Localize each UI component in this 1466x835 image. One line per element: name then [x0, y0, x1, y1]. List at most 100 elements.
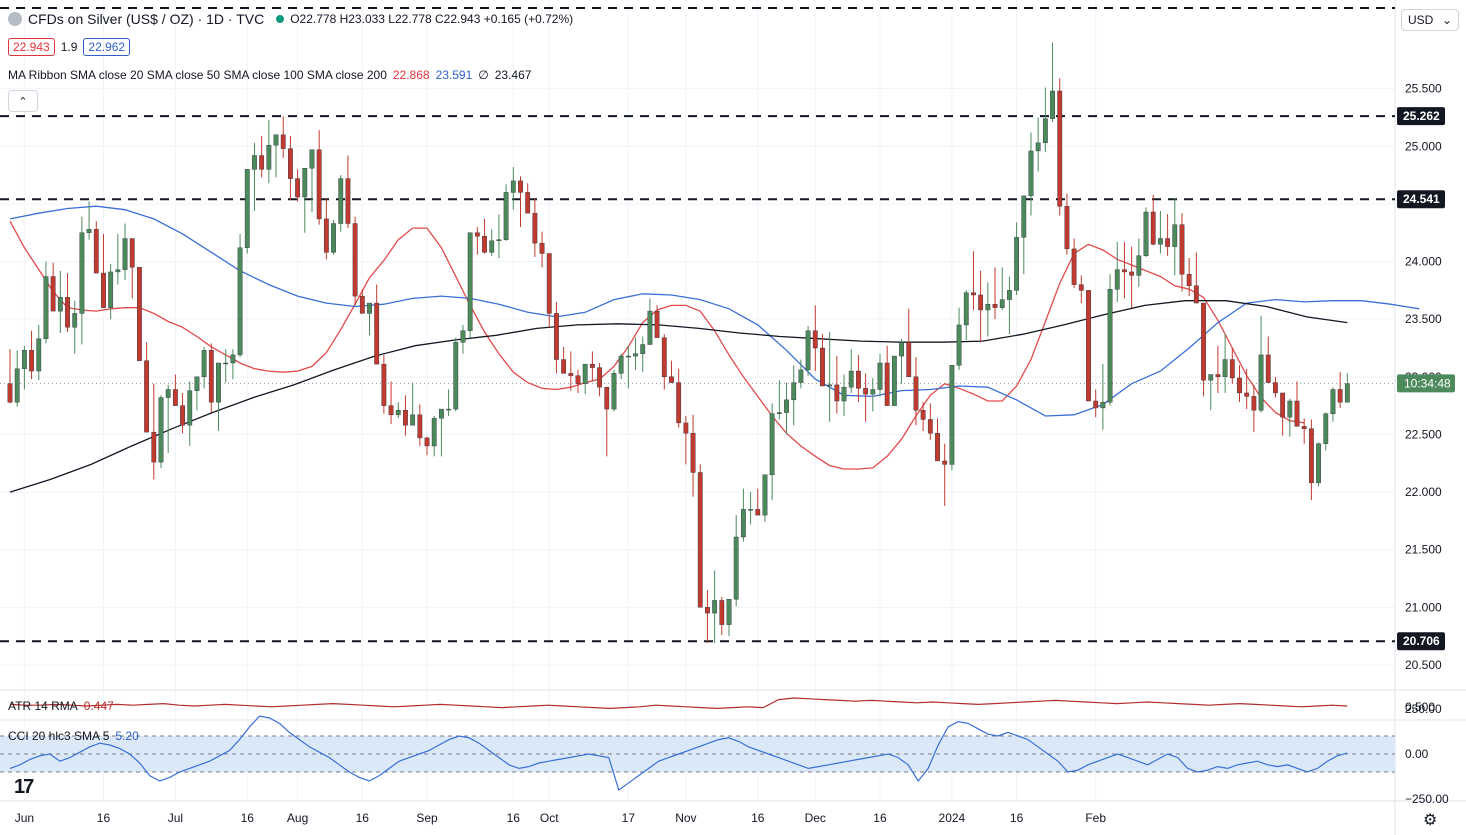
- candle-body: [683, 422, 689, 434]
- candle-body: [1237, 377, 1242, 394]
- time-axis-label: Sep: [416, 811, 438, 825]
- time-axis-label: Jul: [168, 811, 183, 825]
- candle-body: [1014, 237, 1020, 291]
- cci-legend[interactable]: CCI 20 hlc3 SMA 5 5.20: [8, 729, 139, 743]
- candle-body: [244, 169, 250, 248]
- candle-body: [345, 178, 351, 224]
- candle-body: [187, 390, 193, 426]
- level-price-tag-label: 25.262: [1403, 109, 1440, 123]
- bid-price-box[interactable]: 22.943: [8, 38, 55, 56]
- candle-body: [1280, 392, 1286, 418]
- tradingview-logo-icon[interactable]: 17: [14, 776, 34, 798]
- candle-body: [755, 509, 761, 516]
- candle-body: [848, 370, 854, 388]
- symbol-title[interactable]: CFDs on Silver (US$ / OZ) · 1D · TVC: [28, 11, 265, 27]
- candle-body: [625, 355, 631, 358]
- candle-body: [489, 240, 495, 253]
- candle-body: [597, 367, 602, 388]
- candle-body: [956, 324, 962, 366]
- gear-icon[interactable]: ⚙: [1423, 812, 1438, 829]
- candle-body: [1287, 400, 1293, 418]
- candle-body: [1071, 248, 1077, 285]
- countdown-tag-label: 10:34:48: [1404, 376, 1451, 390]
- candle-body: [1229, 359, 1235, 379]
- candle-body: [331, 223, 336, 253]
- atr-legend[interactable]: ATR 14 RMA 0.447: [8, 699, 114, 713]
- ma50-value: 23.591: [435, 68, 473, 82]
- candle-body: [647, 310, 653, 345]
- candle-body: [223, 362, 229, 365]
- candle-body: [29, 350, 34, 372]
- time-axis-label: 16: [97, 811, 111, 825]
- candle-body: [388, 405, 394, 416]
- currency-selector[interactable]: USD ⌄: [1401, 9, 1459, 31]
- ma200-line: [9, 300, 1348, 493]
- time-axis-label: 2024: [939, 811, 966, 825]
- candle-body: [216, 362, 221, 403]
- level-price-tag: [1397, 632, 1445, 651]
- candle-body: [295, 178, 300, 198]
- candle-body: [403, 410, 408, 426]
- candle-body: [7, 383, 13, 403]
- candle-body: [144, 360, 150, 433]
- candle-body: [812, 330, 818, 349]
- candle-body: [719, 600, 725, 625]
- candle-body: [1057, 90, 1063, 207]
- price-axis-tick-label: 22.500: [1405, 427, 1442, 441]
- time-axis-label: Dec: [805, 811, 826, 825]
- candle-body: [1136, 255, 1142, 276]
- candle-body: [496, 239, 502, 242]
- candle-body: [776, 412, 782, 414]
- silver-symbol-icon: [8, 12, 22, 26]
- candle-body: [21, 350, 27, 369]
- candle-body: [503, 192, 509, 240]
- candle-body: [381, 363, 387, 406]
- countdown-tag: [1397, 374, 1455, 393]
- candle-body: [805, 330, 811, 371]
- candle-body: [927, 419, 933, 434]
- candle-body: [827, 384, 833, 387]
- candle-body: [712, 600, 718, 614]
- candle-body: [316, 149, 322, 220]
- collapse-legend-button[interactable]: ⌃: [8, 90, 38, 112]
- candle-body: [482, 236, 487, 253]
- candle-body: [762, 474, 768, 516]
- time-axis-label: 16: [1010, 811, 1024, 825]
- candle-body: [582, 363, 588, 384]
- candle-body: [172, 389, 178, 406]
- candle-body: [920, 410, 926, 420]
- candle-body: [194, 376, 200, 391]
- legend-title-row: CFDs on Silver (US$ / OZ) · 1D · TVC O22…: [8, 11, 573, 27]
- level-price-tag-label: 20.706: [1403, 634, 1440, 648]
- candle-body: [1179, 224, 1185, 275]
- candle-body: [180, 405, 185, 426]
- candle-body: [676, 382, 682, 424]
- candle-body: [1042, 118, 1048, 144]
- price-axis-tick-label: 23.500: [1405, 312, 1442, 326]
- candle-body: [1129, 271, 1135, 276]
- candle-body: [36, 338, 42, 372]
- candle-body: [740, 509, 746, 538]
- candle-body: [575, 375, 581, 384]
- candle-body: [999, 299, 1005, 308]
- candle-body: [431, 418, 437, 447]
- candle-body: [446, 408, 451, 411]
- cci-axis-tick-label: 0.00: [1405, 747, 1429, 761]
- candle-body: [50, 276, 56, 312]
- ma-ribbon-legend[interactable]: MA Ribbon SMA close 20 SMA close 50 SMA …: [8, 68, 531, 82]
- candle-body: [252, 155, 257, 170]
- candle-body: [79, 232, 85, 314]
- candle-body: [891, 355, 897, 406]
- candle-body: [359, 295, 365, 314]
- atr-label: ATR 14 RMA: [8, 699, 78, 713]
- candle-body: [108, 271, 114, 308]
- candle-body: [935, 433, 940, 462]
- candle-body: [863, 388, 869, 395]
- ask-price-box[interactable]: 22.962: [83, 38, 131, 56]
- ma-ribbon-label: MA Ribbon SMA close 20 SMA close 50 SMA …: [8, 68, 387, 82]
- time-axis-label: Nov: [675, 811, 696, 825]
- candle-body: [906, 342, 912, 378]
- candle-body: [1035, 142, 1041, 152]
- candle-body: [1064, 206, 1070, 250]
